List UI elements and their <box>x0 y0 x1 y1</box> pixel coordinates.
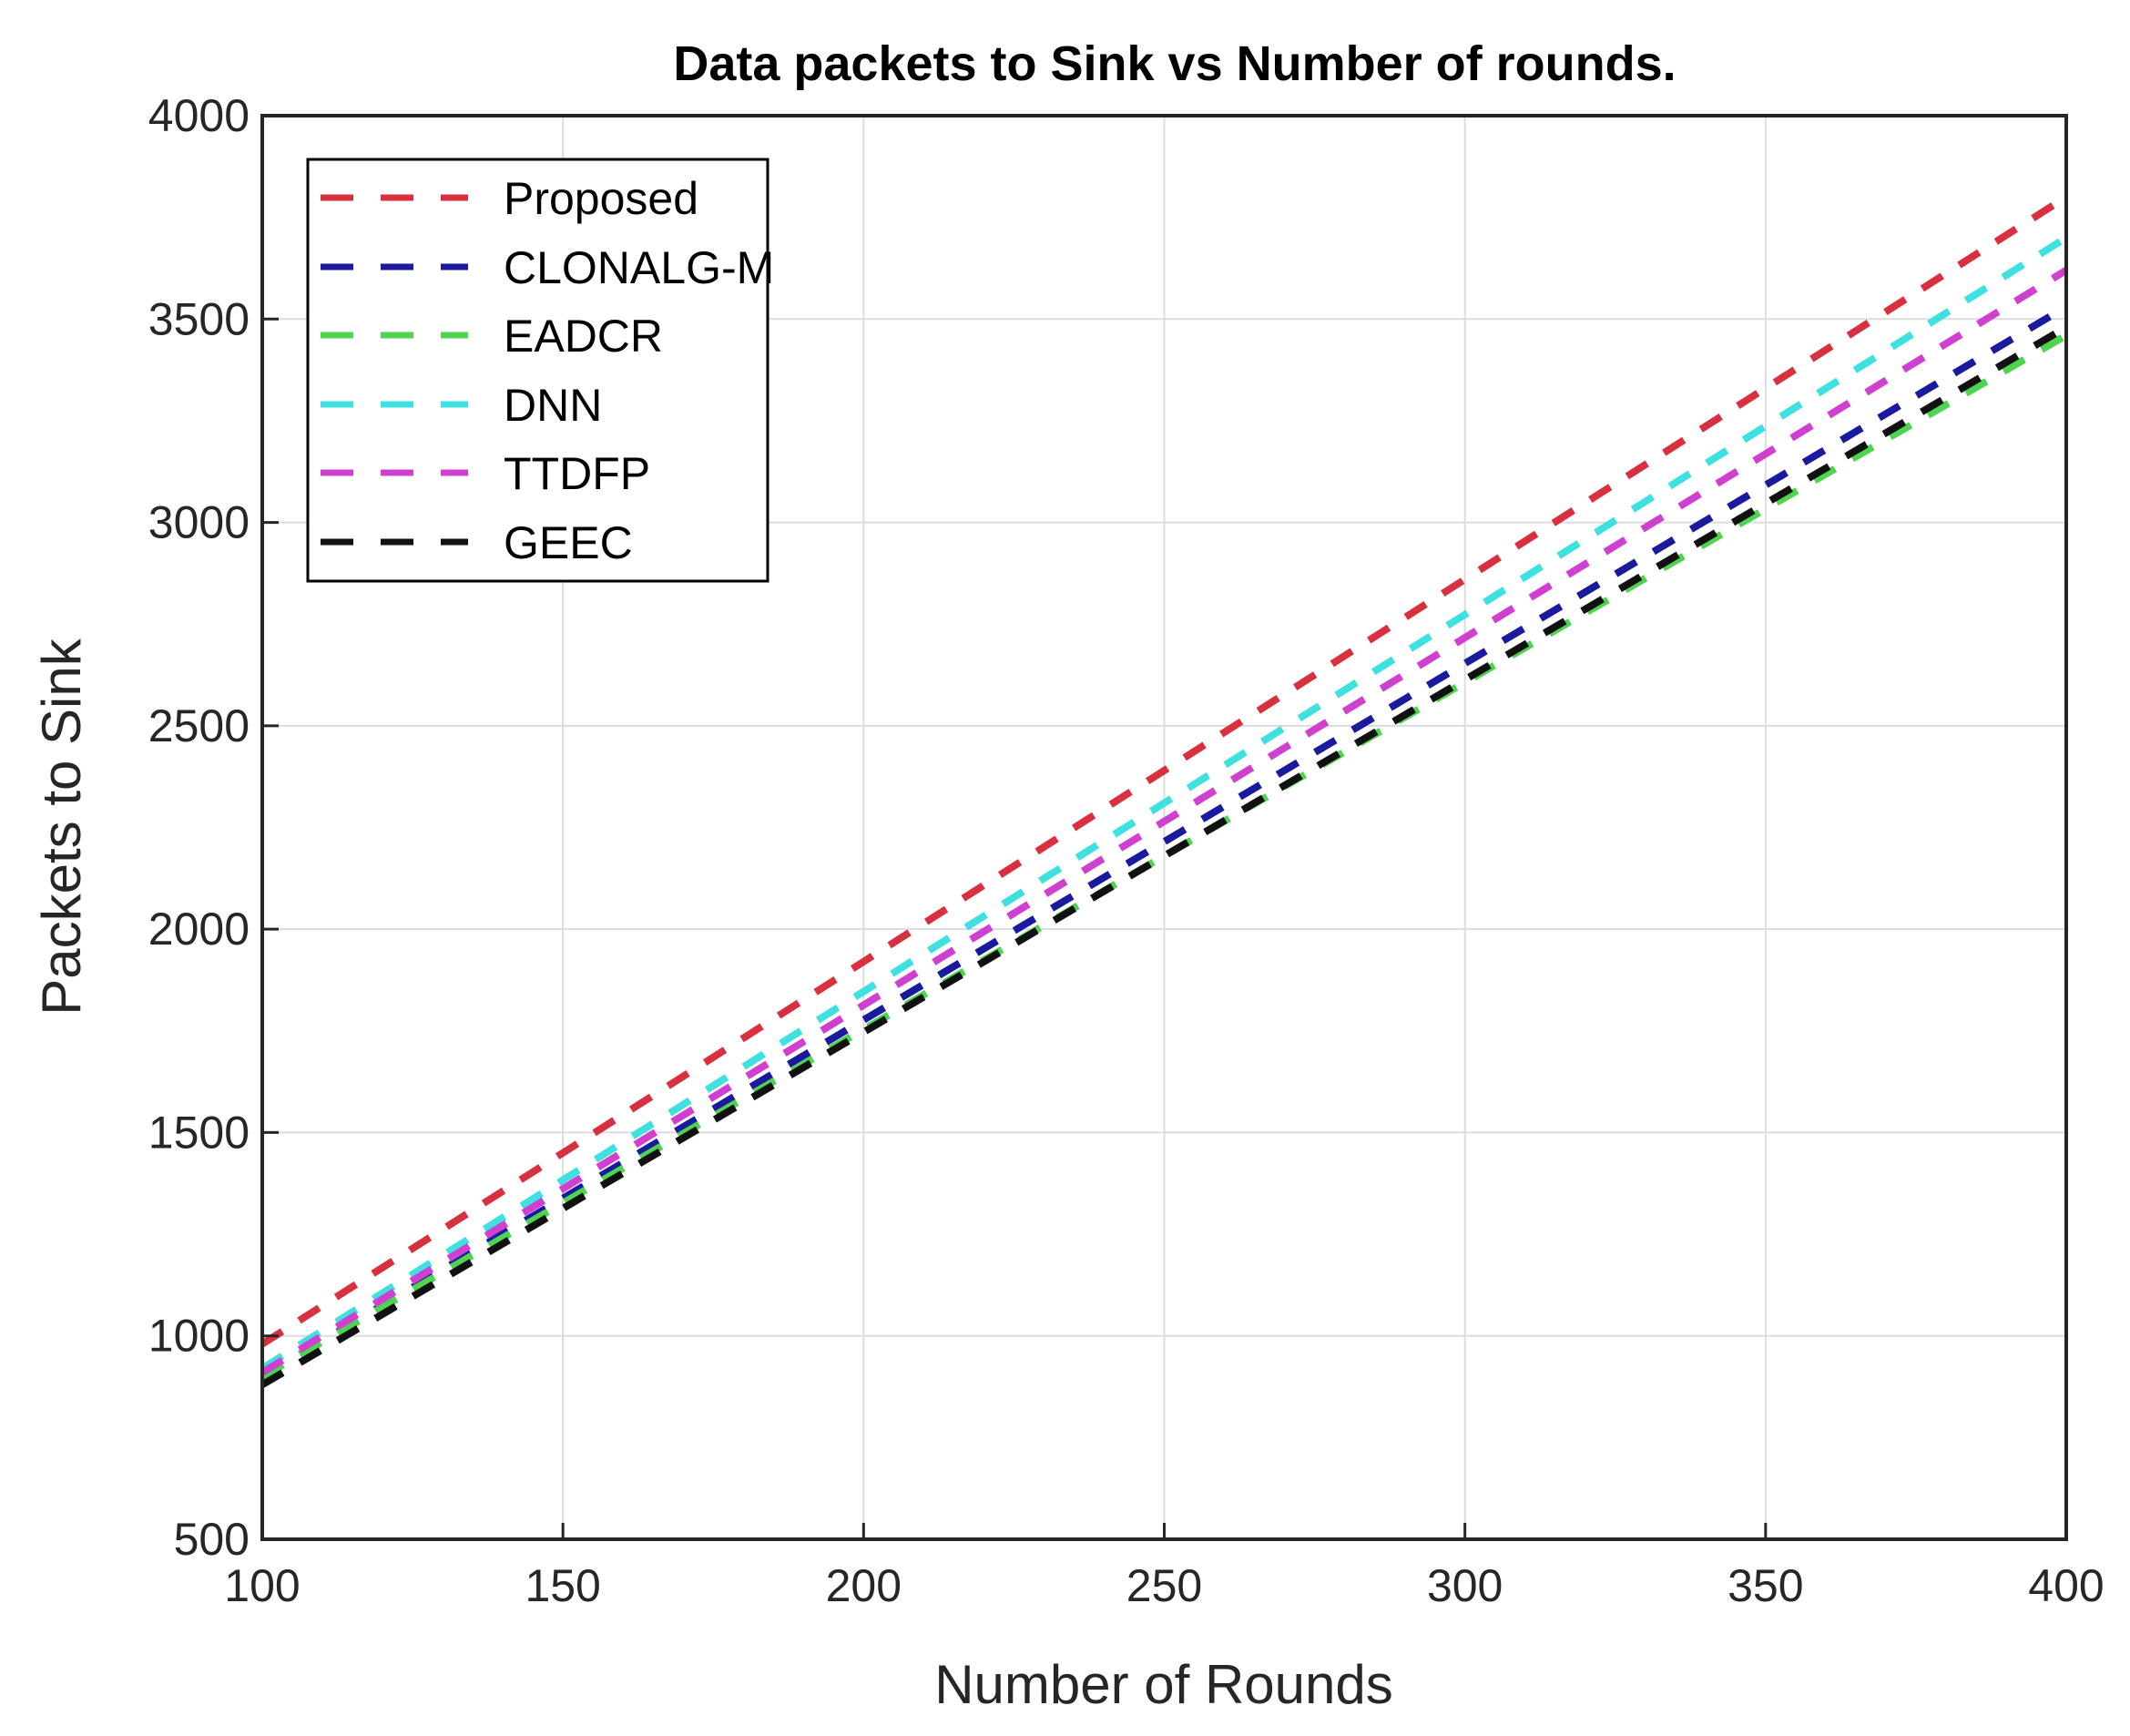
y-tick-label: 500 <box>174 1514 250 1565</box>
y-tick-label: 2500 <box>148 700 250 751</box>
legend: Proposed CLONALG-M EADCR DNN TTDFP GEEC <box>306 158 774 583</box>
x-tick-label: 300 <box>1427 1560 1503 1611</box>
x-tick-label: 400 <box>2028 1560 2104 1611</box>
x-tick-label: 200 <box>826 1560 902 1611</box>
x-axis-label: Number of Rounds <box>934 1654 1393 1715</box>
series-group <box>260 193 2069 1388</box>
legend-label: DNN <box>504 380 602 431</box>
y-axis-label: Packets to Sink <box>31 638 92 1016</box>
series-line-ttdfp <box>260 267 2069 1376</box>
legend-label: CLONALG-M <box>504 242 774 293</box>
y-tick-label: 4000 <box>148 90 250 141</box>
legend-label: EADCR <box>504 311 663 362</box>
y-tick-label: 2000 <box>148 904 250 955</box>
y-tick-label: 3500 <box>148 293 250 344</box>
x-tick-label: 150 <box>525 1560 600 1611</box>
y-tick-label: 3000 <box>148 497 250 548</box>
series-line-proposed <box>260 193 2069 1348</box>
x-tick-label: 350 <box>1727 1560 1803 1611</box>
x-tick-label: 100 <box>224 1560 300 1611</box>
legend-box <box>306 158 769 583</box>
legend-label: Proposed <box>504 173 698 224</box>
series-line-dnn <box>260 234 2069 1372</box>
legend-label: GEEC <box>504 517 633 568</box>
x-tick-label: 250 <box>1126 1560 1202 1611</box>
ticks: 100 150 200 250 300 350 400 500 1000 1500 2000 2500… <box>148 90 2105 1611</box>
y-tick-label: 1000 <box>148 1311 250 1362</box>
legend-label: TTDFP <box>504 448 650 499</box>
chart-title: Data packets to Sink vs Number of rounds… <box>673 36 1676 91</box>
y-tick-label: 1500 <box>148 1107 250 1158</box>
